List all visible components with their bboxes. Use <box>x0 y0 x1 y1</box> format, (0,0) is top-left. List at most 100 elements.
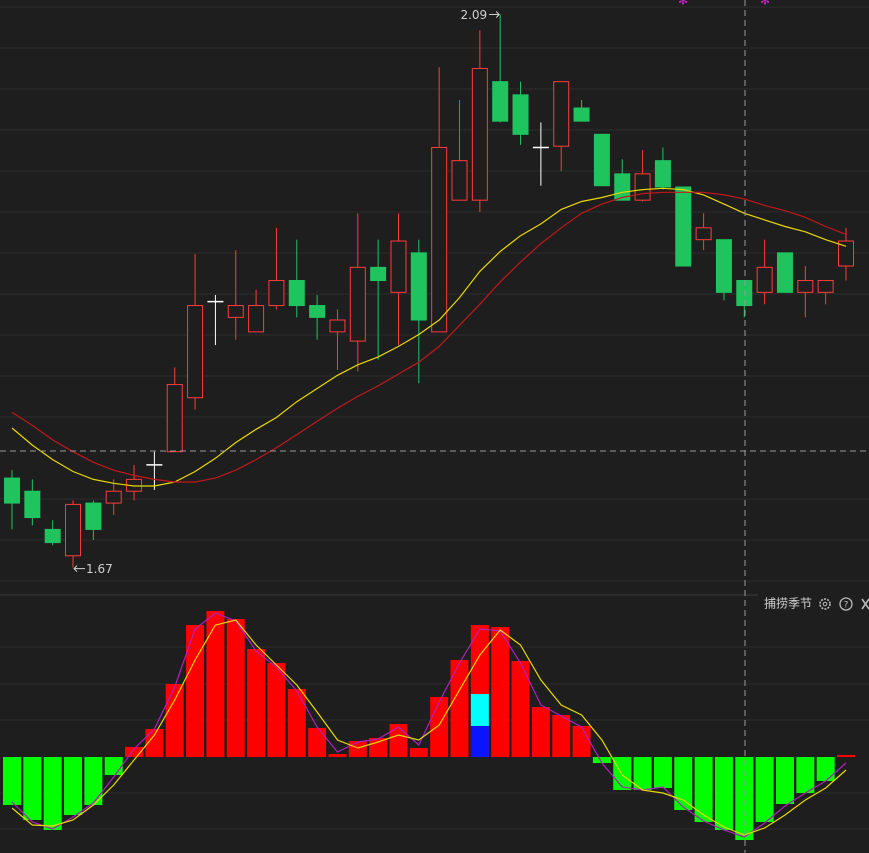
candle-body <box>553 81 570 147</box>
signal-icon: ✻ <box>760 0 770 8</box>
candle-body <box>105 490 122 504</box>
candle-body <box>675 186 692 267</box>
label-arrow <box>495 11 500 18</box>
oscillator-bar <box>369 738 388 757</box>
oscillator-bar <box>104 757 123 775</box>
settings-icon[interactable] <box>819 598 831 610</box>
oscillator-bar <box>64 757 83 815</box>
candle-body <box>736 280 753 307</box>
candle-body <box>817 280 834 293</box>
oscillator-bar <box>694 757 713 822</box>
oscillator-bar <box>511 661 530 757</box>
candle-body <box>492 81 509 122</box>
candle-body <box>756 266 773 293</box>
min-label: 1.67 <box>86 562 113 576</box>
moving-average <box>11 191 847 483</box>
oscillator-bar <box>23 757 42 820</box>
indicator-title: 捕捞季节 <box>764 596 812 611</box>
oscillator-bar <box>714 757 733 830</box>
candle-body <box>329 319 346 333</box>
candle-body <box>187 305 204 399</box>
oscillator-bar <box>125 747 144 757</box>
oscillator-bar <box>186 625 205 757</box>
oscillator-bar <box>450 660 469 757</box>
candle-body <box>838 240 854 267</box>
moving-average <box>11 187 847 487</box>
label-arrow <box>73 565 78 572</box>
candle-body <box>390 240 407 293</box>
oscillator-bar <box>84 757 103 805</box>
oscillator-bar <box>348 741 367 757</box>
candle-body <box>24 490 41 519</box>
candle-body <box>797 280 814 293</box>
candle-body <box>248 305 265 333</box>
oscillator-bar <box>409 748 428 757</box>
oscillator-bar <box>531 707 550 757</box>
oscillator-bar <box>287 689 306 757</box>
candle-body <box>573 107 590 122</box>
oscillator-bar <box>308 728 327 757</box>
candle-body <box>227 305 244 318</box>
oscillator-bar <box>592 757 611 763</box>
oscillator-bar <box>552 715 571 757</box>
oscillator-bar <box>837 755 855 757</box>
oscillator-line <box>11 612 847 838</box>
svg-text:?: ? <box>844 601 849 611</box>
candle-body <box>410 252 427 321</box>
oscillator-bar <box>572 726 591 757</box>
oscillator-bar <box>328 754 347 757</box>
candle-body <box>471 67 488 201</box>
candle-body <box>349 266 366 342</box>
candle-body <box>715 239 732 293</box>
candle-body <box>776 252 793 293</box>
candle-body <box>654 160 671 188</box>
oscillator-bar <box>43 757 62 830</box>
signal-bar <box>470 726 489 757</box>
oscillator-bar <box>165 684 184 757</box>
close-icon[interactable] <box>861 598 869 610</box>
candle-body <box>695 227 712 241</box>
oscillator-bar <box>633 757 652 790</box>
oscillator-bar <box>3 757 21 805</box>
oscillator-bar <box>775 757 794 804</box>
candle-body <box>370 266 387 282</box>
candle-body <box>309 305 326 318</box>
oscillator-bar <box>735 757 754 840</box>
signal-icon: ✻ <box>678 0 688 8</box>
candle-body <box>4 477 20 504</box>
plot: 2.09 1.67 <box>3 8 855 840</box>
indicator-header <box>758 592 869 616</box>
candle-body <box>512 94 529 135</box>
candle-body <box>44 528 61 544</box>
candle-body <box>85 502 102 530</box>
oscillator-bar <box>796 757 815 793</box>
candle-body <box>288 280 305 307</box>
candle-body <box>593 133 610 187</box>
oscillator-bar <box>145 729 164 757</box>
oscillator-bar <box>613 757 632 790</box>
oscillator-bar <box>247 649 266 757</box>
oscillator-bar <box>755 757 774 822</box>
candle-body <box>634 173 651 201</box>
candle-body <box>268 280 285 307</box>
oscillator-bar <box>226 619 245 757</box>
oscillator-bar <box>816 757 835 781</box>
oscillator-bar <box>653 757 672 788</box>
oscillator-bar <box>206 611 225 757</box>
help-icon[interactable]: ? <box>839 597 853 611</box>
oscillator-bar <box>389 724 408 757</box>
oscillator-bar <box>430 697 449 757</box>
max-label: 2.09 <box>460 8 487 22</box>
candle-body <box>451 160 468 201</box>
oscillator-bar <box>674 757 693 810</box>
candle-body <box>166 384 183 453</box>
oscillator-bar <box>267 663 286 757</box>
oscillator-bar <box>491 627 510 757</box>
signal-bar <box>470 694 489 726</box>
oscillator-line <box>11 619 847 836</box>
candle-body <box>431 147 448 333</box>
candle-body <box>65 503 82 557</box>
